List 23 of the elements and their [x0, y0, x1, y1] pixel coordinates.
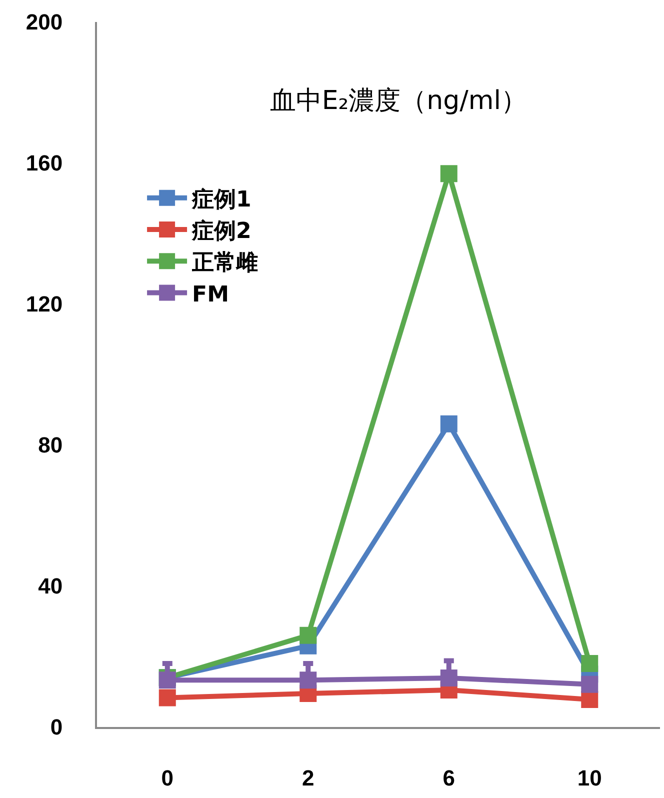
x-tick-label: 6	[442, 765, 456, 790]
text: 血中E₂濃度（ng/ml）	[270, 86, 527, 116]
point	[440, 165, 458, 182]
y-tick-label: 160	[26, 150, 63, 176]
legend-label: 症例2	[191, 219, 252, 244]
y-tick-label: 40	[38, 574, 63, 599]
point	[300, 672, 317, 689]
point	[300, 626, 317, 644]
y-tick-label: 200	[26, 10, 63, 35]
point	[581, 655, 598, 672]
point	[440, 670, 458, 686]
legend-label: 正常雌	[191, 250, 258, 276]
legend-label: FM	[192, 282, 229, 308]
y-tick-label: 80	[38, 432, 63, 458]
point	[440, 415, 458, 432]
x-tick-label: 0	[161, 765, 174, 790]
point	[158, 689, 176, 706]
point	[581, 676, 598, 693]
y-tick-label: 0	[50, 714, 63, 740]
x-tick-label: 2	[302, 765, 314, 790]
x-tick-label: 10	[577, 765, 602, 790]
legend-label: 症例1	[191, 187, 252, 212]
y-tick-label: 120	[26, 292, 63, 317]
